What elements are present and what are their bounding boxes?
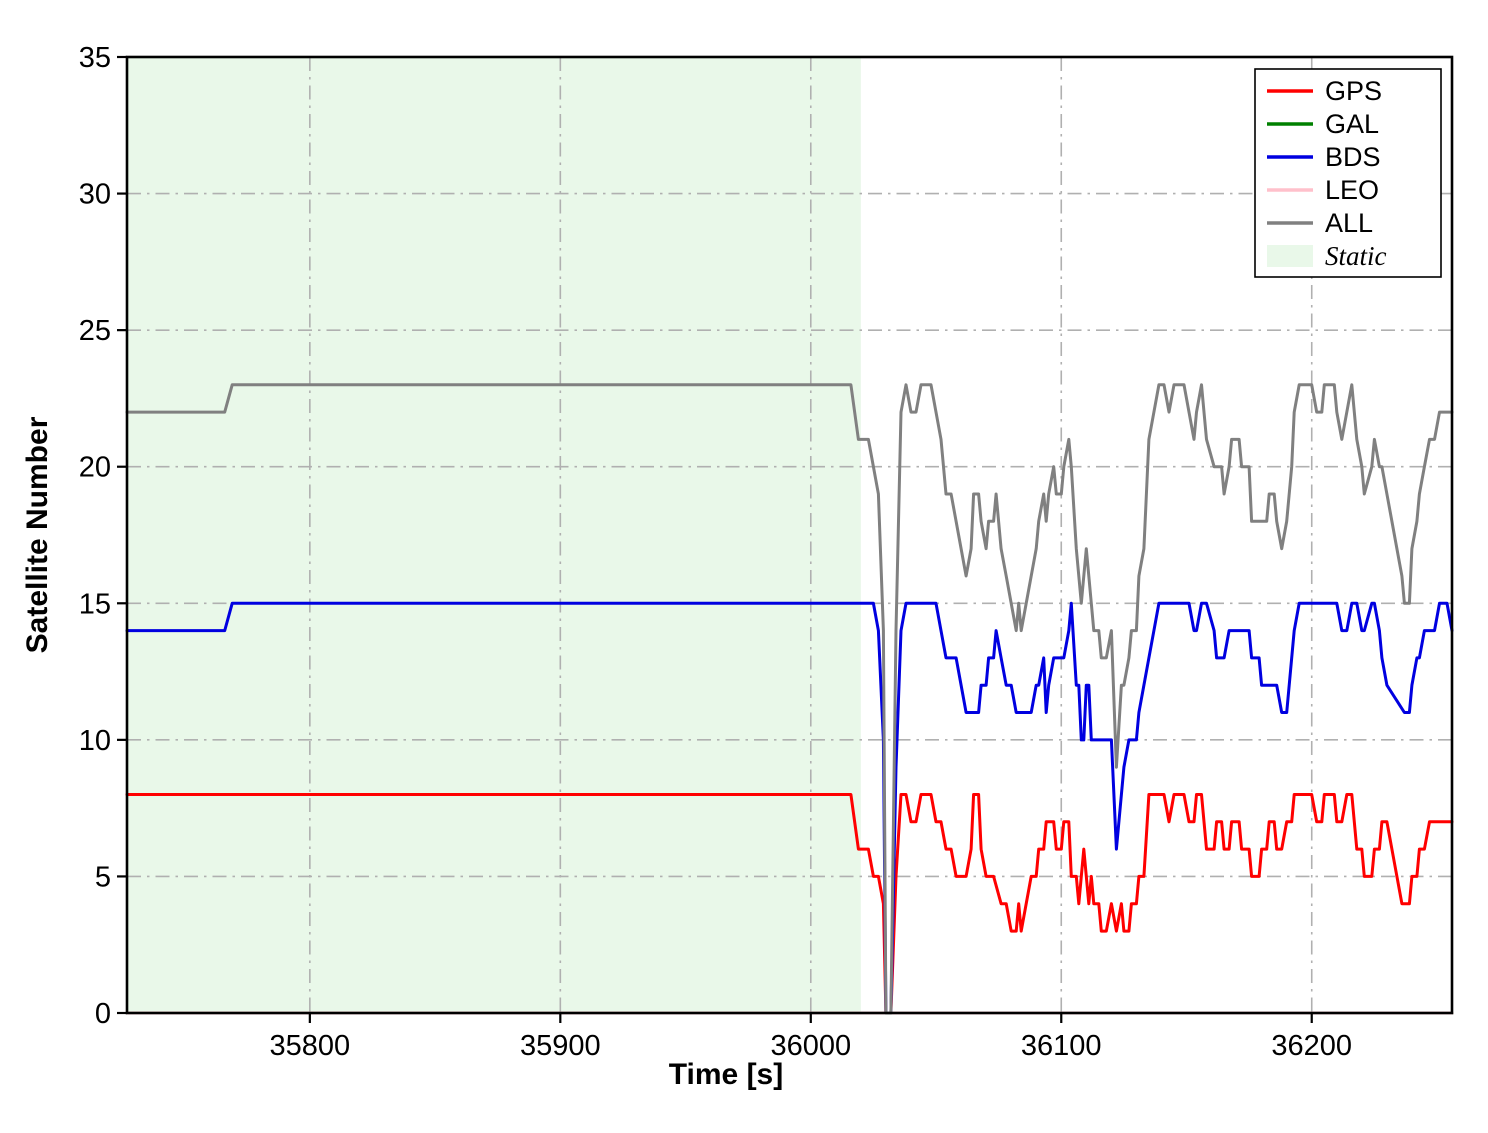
series-line-bds	[125, 601, 1454, 1015]
x-tick-label: 36100	[1021, 1030, 1102, 1062]
legend-label-bds: BDS	[1325, 142, 1381, 172]
y-tick-label: 0	[95, 998, 111, 1030]
y-tick-label: 25	[79, 315, 111, 347]
x-axis-label: Time [s]	[668, 1058, 784, 1091]
y-axis-label: Satellite Number	[21, 416, 54, 654]
y-tick-label: 30	[79, 179, 111, 211]
legend-label-leo: LEO	[1325, 175, 1379, 205]
y-tick-label: 5	[95, 861, 111, 893]
x-tick-label: 36200	[1271, 1030, 1352, 1062]
series-line-gps	[125, 793, 1454, 1015]
x-tick-label: 35900	[520, 1030, 601, 1062]
legend-label-gps: GPS	[1325, 76, 1382, 106]
legend-label-static: Static	[1325, 241, 1387, 271]
series-line-all	[125, 383, 1454, 1015]
legend-sample-static	[1267, 245, 1313, 267]
y-tick-label: 20	[79, 452, 111, 484]
legend-box	[1254, 68, 1442, 278]
plot-frame	[125, 55, 1454, 1015]
y-tick-label: 35	[79, 42, 111, 74]
x-tick-label: 36000	[770, 1030, 851, 1062]
x-tick-label: 35800	[270, 1030, 351, 1062]
y-tick-label: 15	[79, 588, 111, 620]
y-tick-label: 10	[79, 725, 111, 757]
legend-label-all: ALL	[1325, 208, 1373, 238]
static-region	[127, 57, 861, 1013]
legend-label-gal: GAL	[1325, 109, 1379, 139]
